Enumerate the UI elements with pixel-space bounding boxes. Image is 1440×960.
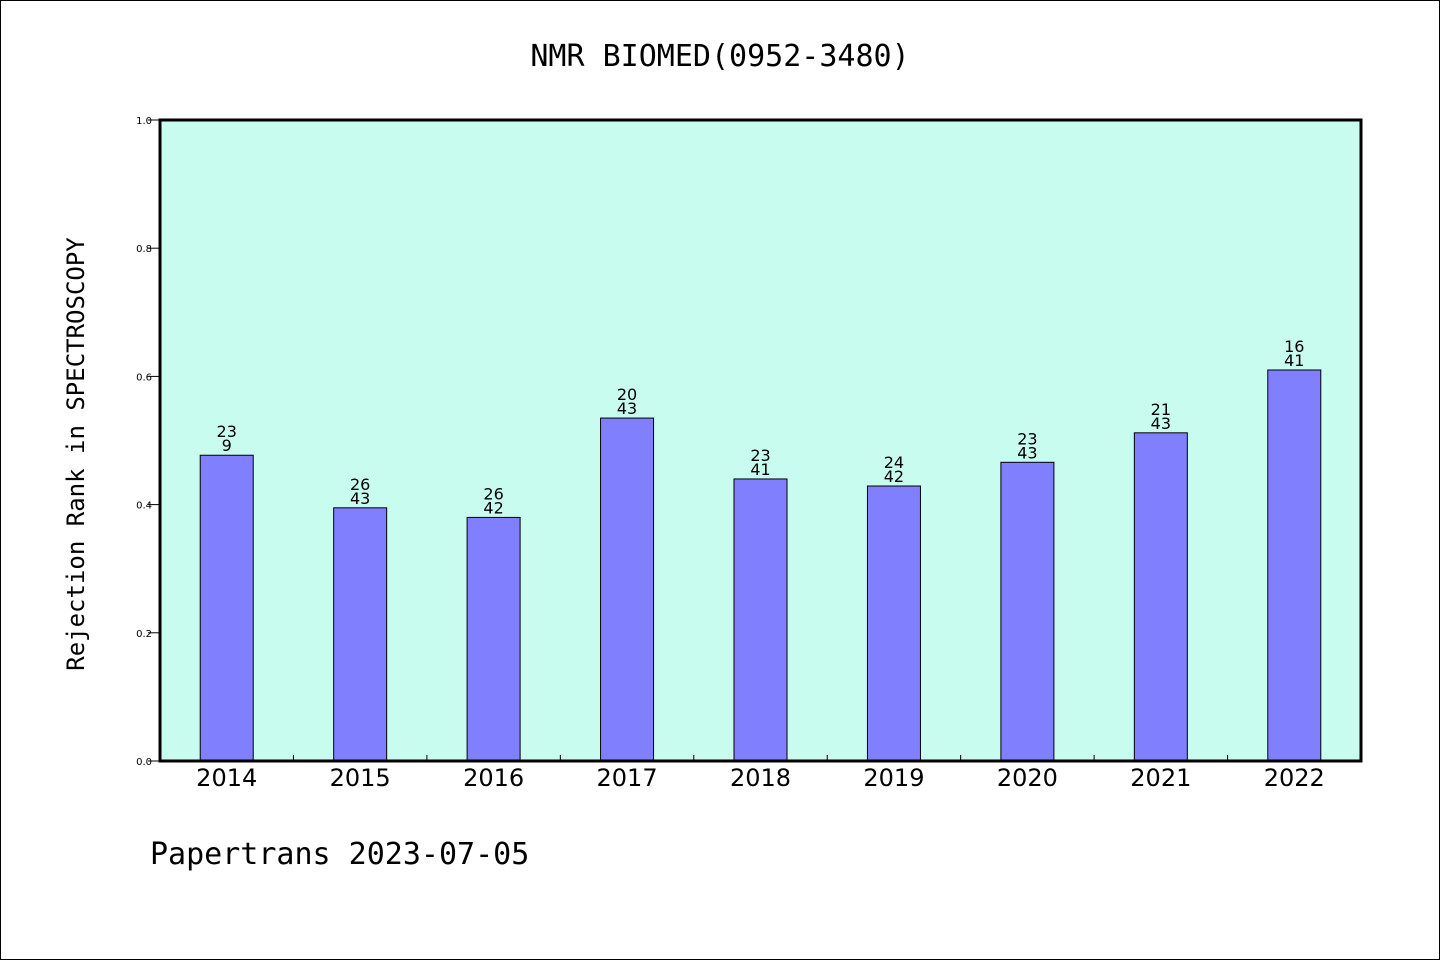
y-axis-ticks: 0.0 0.2 0.4 0.6 0.8 1.0 xyxy=(136,116,160,768)
x-tick-label-2014: 2014 xyxy=(196,764,257,792)
bar-2014 xyxy=(199,454,254,762)
bar-label-top-2020: 23 xyxy=(1017,429,1037,448)
y-tick-label: 0.6 xyxy=(136,372,152,383)
x-tick-label-2016: 2016 xyxy=(463,764,524,792)
bar-label-bottom-2020: 43 xyxy=(1017,443,1037,462)
x-tick-label-2022: 2022 xyxy=(1264,764,1325,792)
bar-2020 xyxy=(1000,461,1055,762)
bar-label-bottom-2019: 42 xyxy=(884,467,904,486)
bar-2016 xyxy=(466,516,521,762)
bar-label-bottom-2017: 43 xyxy=(617,399,637,418)
y-tick-label: 0.4 xyxy=(136,501,152,512)
bar-label-top-2016: 26 xyxy=(483,484,503,503)
bar-label-bottom-2018: 41 xyxy=(750,460,770,479)
bar-label-top-2018: 23 xyxy=(750,446,770,465)
bar-label-bottom-2014: 9 xyxy=(222,436,232,455)
bar-2017 xyxy=(600,417,655,762)
plot-border xyxy=(158,118,1363,763)
x-tick-label-2021: 2021 xyxy=(1130,764,1191,792)
bar-label-top-2019: 24 xyxy=(884,453,904,472)
x-tick-label-2020: 2020 xyxy=(997,764,1058,792)
bar-label-top-2017: 20 xyxy=(617,385,637,404)
bar-2022 xyxy=(1267,369,1322,762)
bar-label-top-2014: 23 xyxy=(217,422,237,441)
bar-label-top-2015: 26 xyxy=(350,475,370,494)
x-tick-label-2015: 2015 xyxy=(330,764,391,792)
y-tick-label: 0.8 xyxy=(136,244,152,255)
bar-2019 xyxy=(866,485,921,762)
x-tick-label-2018: 2018 xyxy=(730,764,791,792)
footer-text: Papertrans 2023-07-05 xyxy=(150,837,529,872)
x-tick-label-2019: 2019 xyxy=(863,764,924,792)
bar-label-top-2021: 21 xyxy=(1151,400,1171,419)
bar-label-bottom-2016: 42 xyxy=(483,498,503,517)
bar-label-top-2022: 16 xyxy=(1284,337,1304,356)
chart-title: NMR BIOMED(0952-3480) xyxy=(530,39,909,74)
x-axis-ticks: 2014 2015 2016 2017 2018 2019 2020 2021 2022 xyxy=(196,755,1325,792)
x-tick-label-2017: 2017 xyxy=(597,764,658,792)
bar-2015 xyxy=(333,507,388,762)
bar-label-bottom-2015: 43 xyxy=(350,489,370,508)
bar-2018 xyxy=(733,478,788,762)
bar-label-bottom-2021: 43 xyxy=(1151,414,1171,433)
bar-label-bottom-2022: 41 xyxy=(1284,351,1304,370)
bar-2021 xyxy=(1133,432,1188,762)
y-tick-label: 0.0 xyxy=(136,757,152,768)
y-axis-label: Rejection Rank in SPECTROSCOPY xyxy=(62,237,90,671)
y-tick-label: 0.2 xyxy=(136,629,152,640)
y-tick-label: 1.0 xyxy=(136,116,152,127)
